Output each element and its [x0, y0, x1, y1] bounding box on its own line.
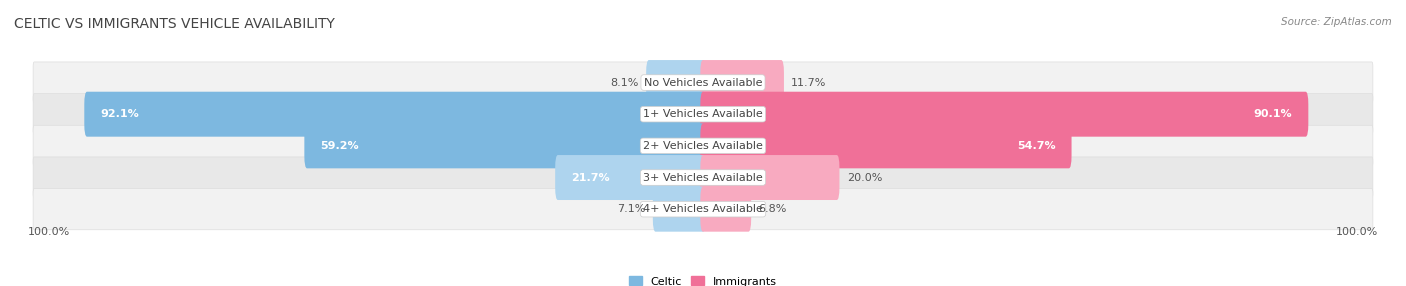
Text: 100.0%: 100.0% [28, 227, 70, 237]
Text: 11.7%: 11.7% [792, 78, 827, 88]
Text: 90.1%: 90.1% [1254, 109, 1292, 119]
FancyBboxPatch shape [700, 123, 1071, 168]
Text: No Vehicles Available: No Vehicles Available [644, 78, 762, 88]
Text: 54.7%: 54.7% [1017, 141, 1056, 151]
Text: 8.1%: 8.1% [610, 78, 638, 88]
FancyBboxPatch shape [34, 94, 1372, 135]
Legend: Celtic, Immigrants: Celtic, Immigrants [624, 272, 782, 286]
Text: 20.0%: 20.0% [846, 172, 882, 182]
FancyBboxPatch shape [652, 187, 706, 232]
FancyBboxPatch shape [700, 155, 839, 200]
FancyBboxPatch shape [555, 155, 706, 200]
FancyBboxPatch shape [34, 157, 1372, 198]
Text: 1+ Vehicles Available: 1+ Vehicles Available [643, 109, 763, 119]
Text: 2+ Vehicles Available: 2+ Vehicles Available [643, 141, 763, 151]
Text: 4+ Vehicles Available: 4+ Vehicles Available [643, 204, 763, 214]
Text: 92.1%: 92.1% [100, 109, 139, 119]
FancyBboxPatch shape [700, 92, 1309, 137]
FancyBboxPatch shape [647, 60, 706, 105]
Text: 7.1%: 7.1% [617, 204, 645, 214]
Text: 59.2%: 59.2% [321, 141, 359, 151]
FancyBboxPatch shape [34, 188, 1372, 230]
FancyBboxPatch shape [700, 60, 785, 105]
Text: Source: ZipAtlas.com: Source: ZipAtlas.com [1281, 17, 1392, 27]
FancyBboxPatch shape [304, 123, 706, 168]
Text: CELTIC VS IMMIGRANTS VEHICLE AVAILABILITY: CELTIC VS IMMIGRANTS VEHICLE AVAILABILIT… [14, 17, 335, 31]
Text: 6.8%: 6.8% [758, 204, 787, 214]
Text: 100.0%: 100.0% [1336, 227, 1378, 237]
FancyBboxPatch shape [84, 92, 706, 137]
Text: 21.7%: 21.7% [571, 172, 610, 182]
FancyBboxPatch shape [700, 187, 751, 232]
FancyBboxPatch shape [34, 62, 1372, 103]
Text: 3+ Vehicles Available: 3+ Vehicles Available [643, 172, 763, 182]
FancyBboxPatch shape [34, 125, 1372, 166]
